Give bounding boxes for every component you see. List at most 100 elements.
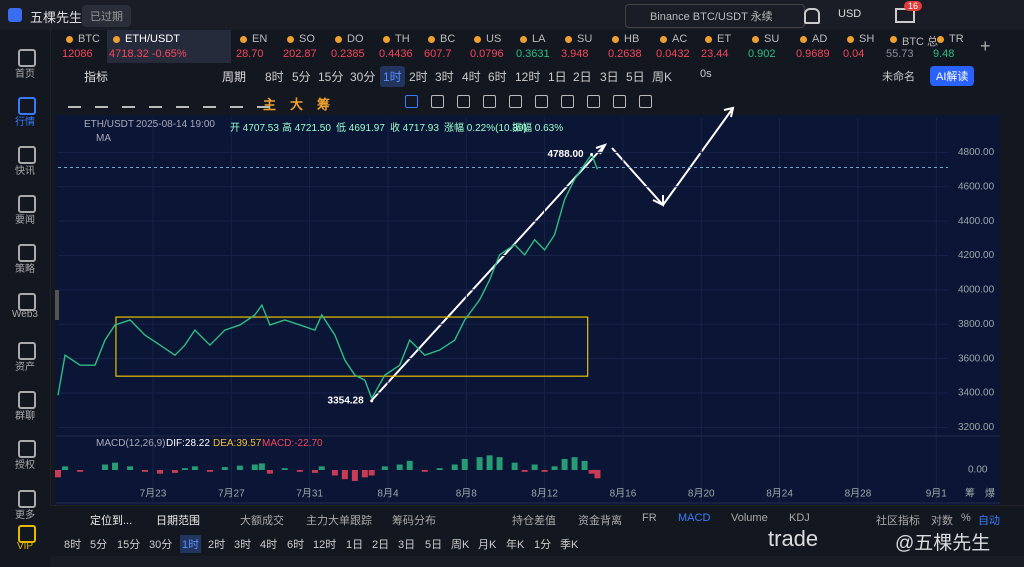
period-tab[interactable]: 3日 [600, 70, 619, 84]
ticker-price[interactable]: 3.948 [561, 48, 589, 60]
bottom-tab[interactable]: 对数 [931, 515, 953, 527]
bottom-tab[interactable]: 定位到... [90, 515, 133, 527]
draw-tool-icon[interactable] [457, 95, 470, 108]
draw-tool-icon[interactable] [509, 95, 522, 108]
period-tab[interactable]: 5分 [292, 70, 311, 84]
bottom-period[interactable]: 1时 [180, 535, 202, 553]
period-tab[interactable]: 6时 [488, 70, 507, 84]
period-tab[interactable]: 8时 [265, 70, 284, 84]
bottom-tab[interactable]: 社区指标 [876, 515, 920, 527]
sidebar-icon[interactable] [18, 97, 36, 115]
bottom-tab[interactable]: FR [642, 512, 657, 524]
sidebar-label[interactable]: Web3 [12, 309, 38, 320]
ai-button[interactable]: AI解读 [930, 66, 975, 86]
sidebar-icon[interactable] [18, 440, 36, 458]
draw-tool-icon[interactable] [230, 96, 243, 108]
period-tab[interactable]: 1时 [380, 66, 405, 87]
period-tab[interactable]: 2日 [573, 70, 592, 84]
bottom-tab[interactable]: KDJ [789, 512, 810, 524]
ticker-price[interactable]: 0.2385 [331, 48, 365, 60]
ticker-price[interactable]: 202.87 [283, 48, 317, 60]
bottom-period[interactable]: 周K [451, 539, 470, 551]
ticker-price[interactable]: 9.48 [933, 48, 955, 60]
tool-button[interactable]: 筹 [317, 97, 331, 112]
sidebar-label[interactable]: 资产 [15, 362, 35, 373]
ticker-price[interactable]: 0.9689 [796, 48, 830, 60]
bottom-tab[interactable]: 资金背离 [578, 515, 622, 527]
sidebar-icon[interactable] [18, 146, 36, 164]
tool-button[interactable]: 主 [263, 97, 277, 112]
tool-button[interactable]: 大 [290, 97, 304, 112]
sidebar-icon[interactable] [18, 244, 36, 262]
sidebar-label[interactable]: 快讯 [15, 166, 35, 177]
bottom-period[interactable]: 2时 [208, 539, 226, 551]
period-tab[interactable]: 2时 [409, 70, 428, 84]
ticker-price[interactable]: 28.70 [236, 48, 264, 60]
ticker-price[interactable]: 4718.32 -0.65% [109, 48, 187, 60]
period-tab[interactable]: 5日 [626, 70, 645, 84]
bottom-period[interactable]: 3日 [398, 539, 416, 551]
ticker-symbol[interactable]: EN [252, 33, 268, 45]
sidebar-label[interactable]: 策略 [15, 264, 35, 275]
search-box[interactable]: Binance BTC/USDT 永续 [625, 4, 805, 28]
ticker-price[interactable]: 0.0796 [470, 48, 504, 60]
ticker-symbol[interactable]: US [486, 33, 502, 45]
bottom-period[interactable]: 15分 [117, 539, 141, 551]
ticker-symbol[interactable]: BTC 总 [902, 36, 939, 48]
sidebar-label[interactable]: 行情 [15, 117, 35, 128]
bottom-period[interactable]: 5日 [425, 539, 443, 551]
bottom-period[interactable]: 30分 [149, 539, 173, 551]
ticker-price[interactable]: 0.902 [748, 48, 776, 60]
bottom-tab[interactable]: MACD [678, 512, 711, 524]
ticker-symbol[interactable]: SH [859, 33, 875, 45]
bottom-period[interactable]: 6时 [287, 539, 305, 551]
bottom-tab[interactable]: 日期范围 [156, 515, 200, 527]
ticker-symbol[interactable]: LA [532, 33, 546, 45]
bottom-tab[interactable]: 主力大单跟踪 [306, 515, 372, 527]
ticker-symbol[interactable]: SU [764, 33, 780, 45]
bottom-tab[interactable]: % [961, 512, 971, 524]
draw-tool-icon[interactable] [149, 96, 162, 108]
draw-tool-icon[interactable] [68, 96, 81, 108]
period-btn[interactable]: 周期 [222, 70, 247, 84]
sidebar-label[interactable]: 要闻 [15, 215, 35, 226]
ticker-symbol[interactable]: ET [717, 33, 732, 45]
bottom-tab[interactable]: 持仓差值 [512, 515, 556, 527]
sidebar-icon[interactable] [18, 342, 36, 360]
draw-tool-icon[interactable] [535, 95, 548, 108]
bottom-tab[interactable]: Volume [731, 512, 768, 524]
draw-tool-icon[interactable] [613, 95, 626, 108]
ticker-symbol[interactable]: HB [624, 33, 640, 45]
bottom-period[interactable]: 1分 [534, 539, 552, 551]
draw-tool-icon[interactable] [405, 95, 418, 108]
ticker-symbol[interactable]: SU [577, 33, 593, 45]
sidebar-icon[interactable] [18, 391, 36, 409]
ticker-symbol[interactable]: SO [299, 33, 315, 45]
ticker-price[interactable]: 23.44 [701, 48, 729, 60]
period-tab[interactable]: 15分 [318, 70, 344, 84]
bell-icon[interactable] [804, 8, 820, 24]
bottom-period[interactable]: 12时 [313, 539, 337, 551]
add-ticker[interactable]: + [980, 36, 991, 56]
ticker-symbol[interactable]: AC [672, 33, 688, 45]
ticker-price[interactable]: 12086 [62, 48, 93, 60]
indicator-btn[interactable]: 指标 [84, 70, 109, 84]
draw-tool-icon[interactable] [587, 95, 600, 108]
ticker-symbol[interactable]: TH [395, 33, 410, 45]
bottom-tab[interactable]: 自动 [978, 515, 1000, 527]
period-tab[interactable]: 周K [652, 70, 673, 84]
bottom-tab[interactable]: 筹码分布 [392, 515, 436, 527]
sidebar-icon[interactable] [18, 490, 36, 508]
draw-tool-icon[interactable] [122, 96, 135, 108]
sidebar-label[interactable]: VIP [16, 541, 34, 552]
ticker-price[interactable]: 0.4436 [379, 48, 413, 60]
period-tab[interactable]: 3时 [435, 70, 454, 84]
draw-tool-icon[interactable] [95, 96, 108, 108]
layout-name[interactable]: 未命名 [882, 71, 915, 83]
bottom-tab[interactable]: 大额成交 [240, 515, 284, 527]
sidebar-icon[interactable] [18, 525, 36, 543]
draw-tool-icon[interactable] [483, 95, 496, 108]
sidebar-icon[interactable] [18, 49, 36, 67]
period-tab[interactable]: 1日 [548, 70, 567, 84]
sidebar-icon[interactable] [18, 195, 36, 213]
